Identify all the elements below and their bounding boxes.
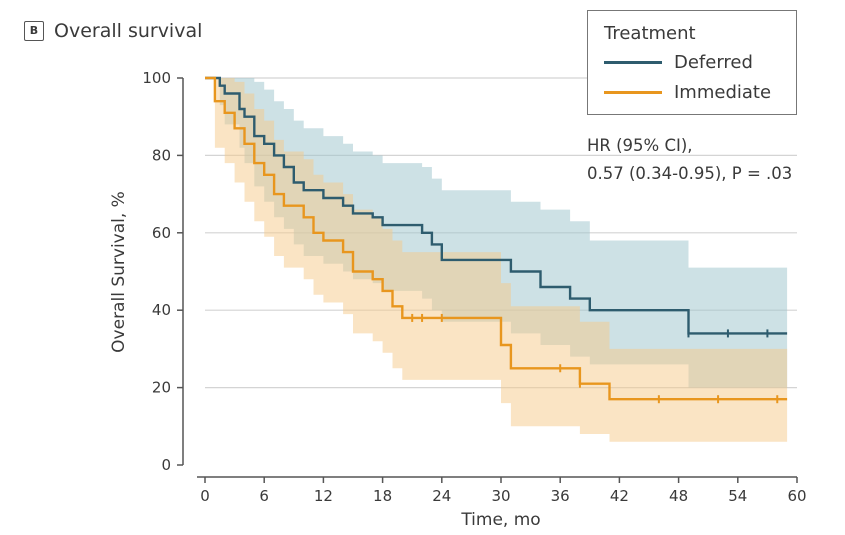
x-tick-label-42: 42 bbox=[610, 487, 629, 505]
x-tick-label-60: 60 bbox=[787, 487, 806, 505]
x-axis-title: Time, mo bbox=[460, 510, 540, 530]
legend-item-immediate: Immediate bbox=[604, 82, 771, 103]
y-tick-label-80: 80 bbox=[152, 146, 171, 164]
y-axis-title: Overall Survival, % bbox=[109, 191, 129, 353]
hazard-ratio-annotation: HR (95% CI), 0.57 (0.34-0.95), P = .03 bbox=[587, 132, 792, 188]
x-tick-label-48: 48 bbox=[669, 487, 688, 505]
x-tick-label-30: 30 bbox=[491, 487, 510, 505]
legend: Treatment Deferred Immediate bbox=[587, 10, 797, 115]
x-tick-label-54: 54 bbox=[728, 487, 747, 505]
x-tick-label-6: 6 bbox=[259, 487, 269, 505]
y-tick-label-40: 40 bbox=[152, 301, 171, 319]
y-tick-label-20: 20 bbox=[152, 379, 171, 397]
y-tick-label-0: 0 bbox=[161, 456, 171, 474]
legend-label-immediate: Immediate bbox=[674, 82, 771, 103]
x-tick-label-18: 18 bbox=[373, 487, 392, 505]
x-tick-label-36: 36 bbox=[551, 487, 570, 505]
y-tick-label-100: 100 bbox=[142, 69, 171, 87]
y-tick-label-60: 60 bbox=[152, 224, 171, 242]
hazard-ratio-line-2: 0.57 (0.34-0.95), P = .03 bbox=[587, 160, 792, 188]
x-tick-label-0: 0 bbox=[200, 487, 210, 505]
x-tick-label-24: 24 bbox=[432, 487, 451, 505]
x-tick-label-12: 12 bbox=[314, 487, 333, 505]
legend-item-deferred: Deferred bbox=[604, 52, 753, 73]
hazard-ratio-line-1: HR (95% CI), bbox=[587, 132, 792, 160]
legend-label-deferred: Deferred bbox=[674, 52, 753, 73]
legend-swatch-deferred bbox=[604, 61, 662, 64]
legend-swatch-immediate bbox=[604, 91, 662, 94]
legend-title: Treatment bbox=[604, 23, 696, 44]
